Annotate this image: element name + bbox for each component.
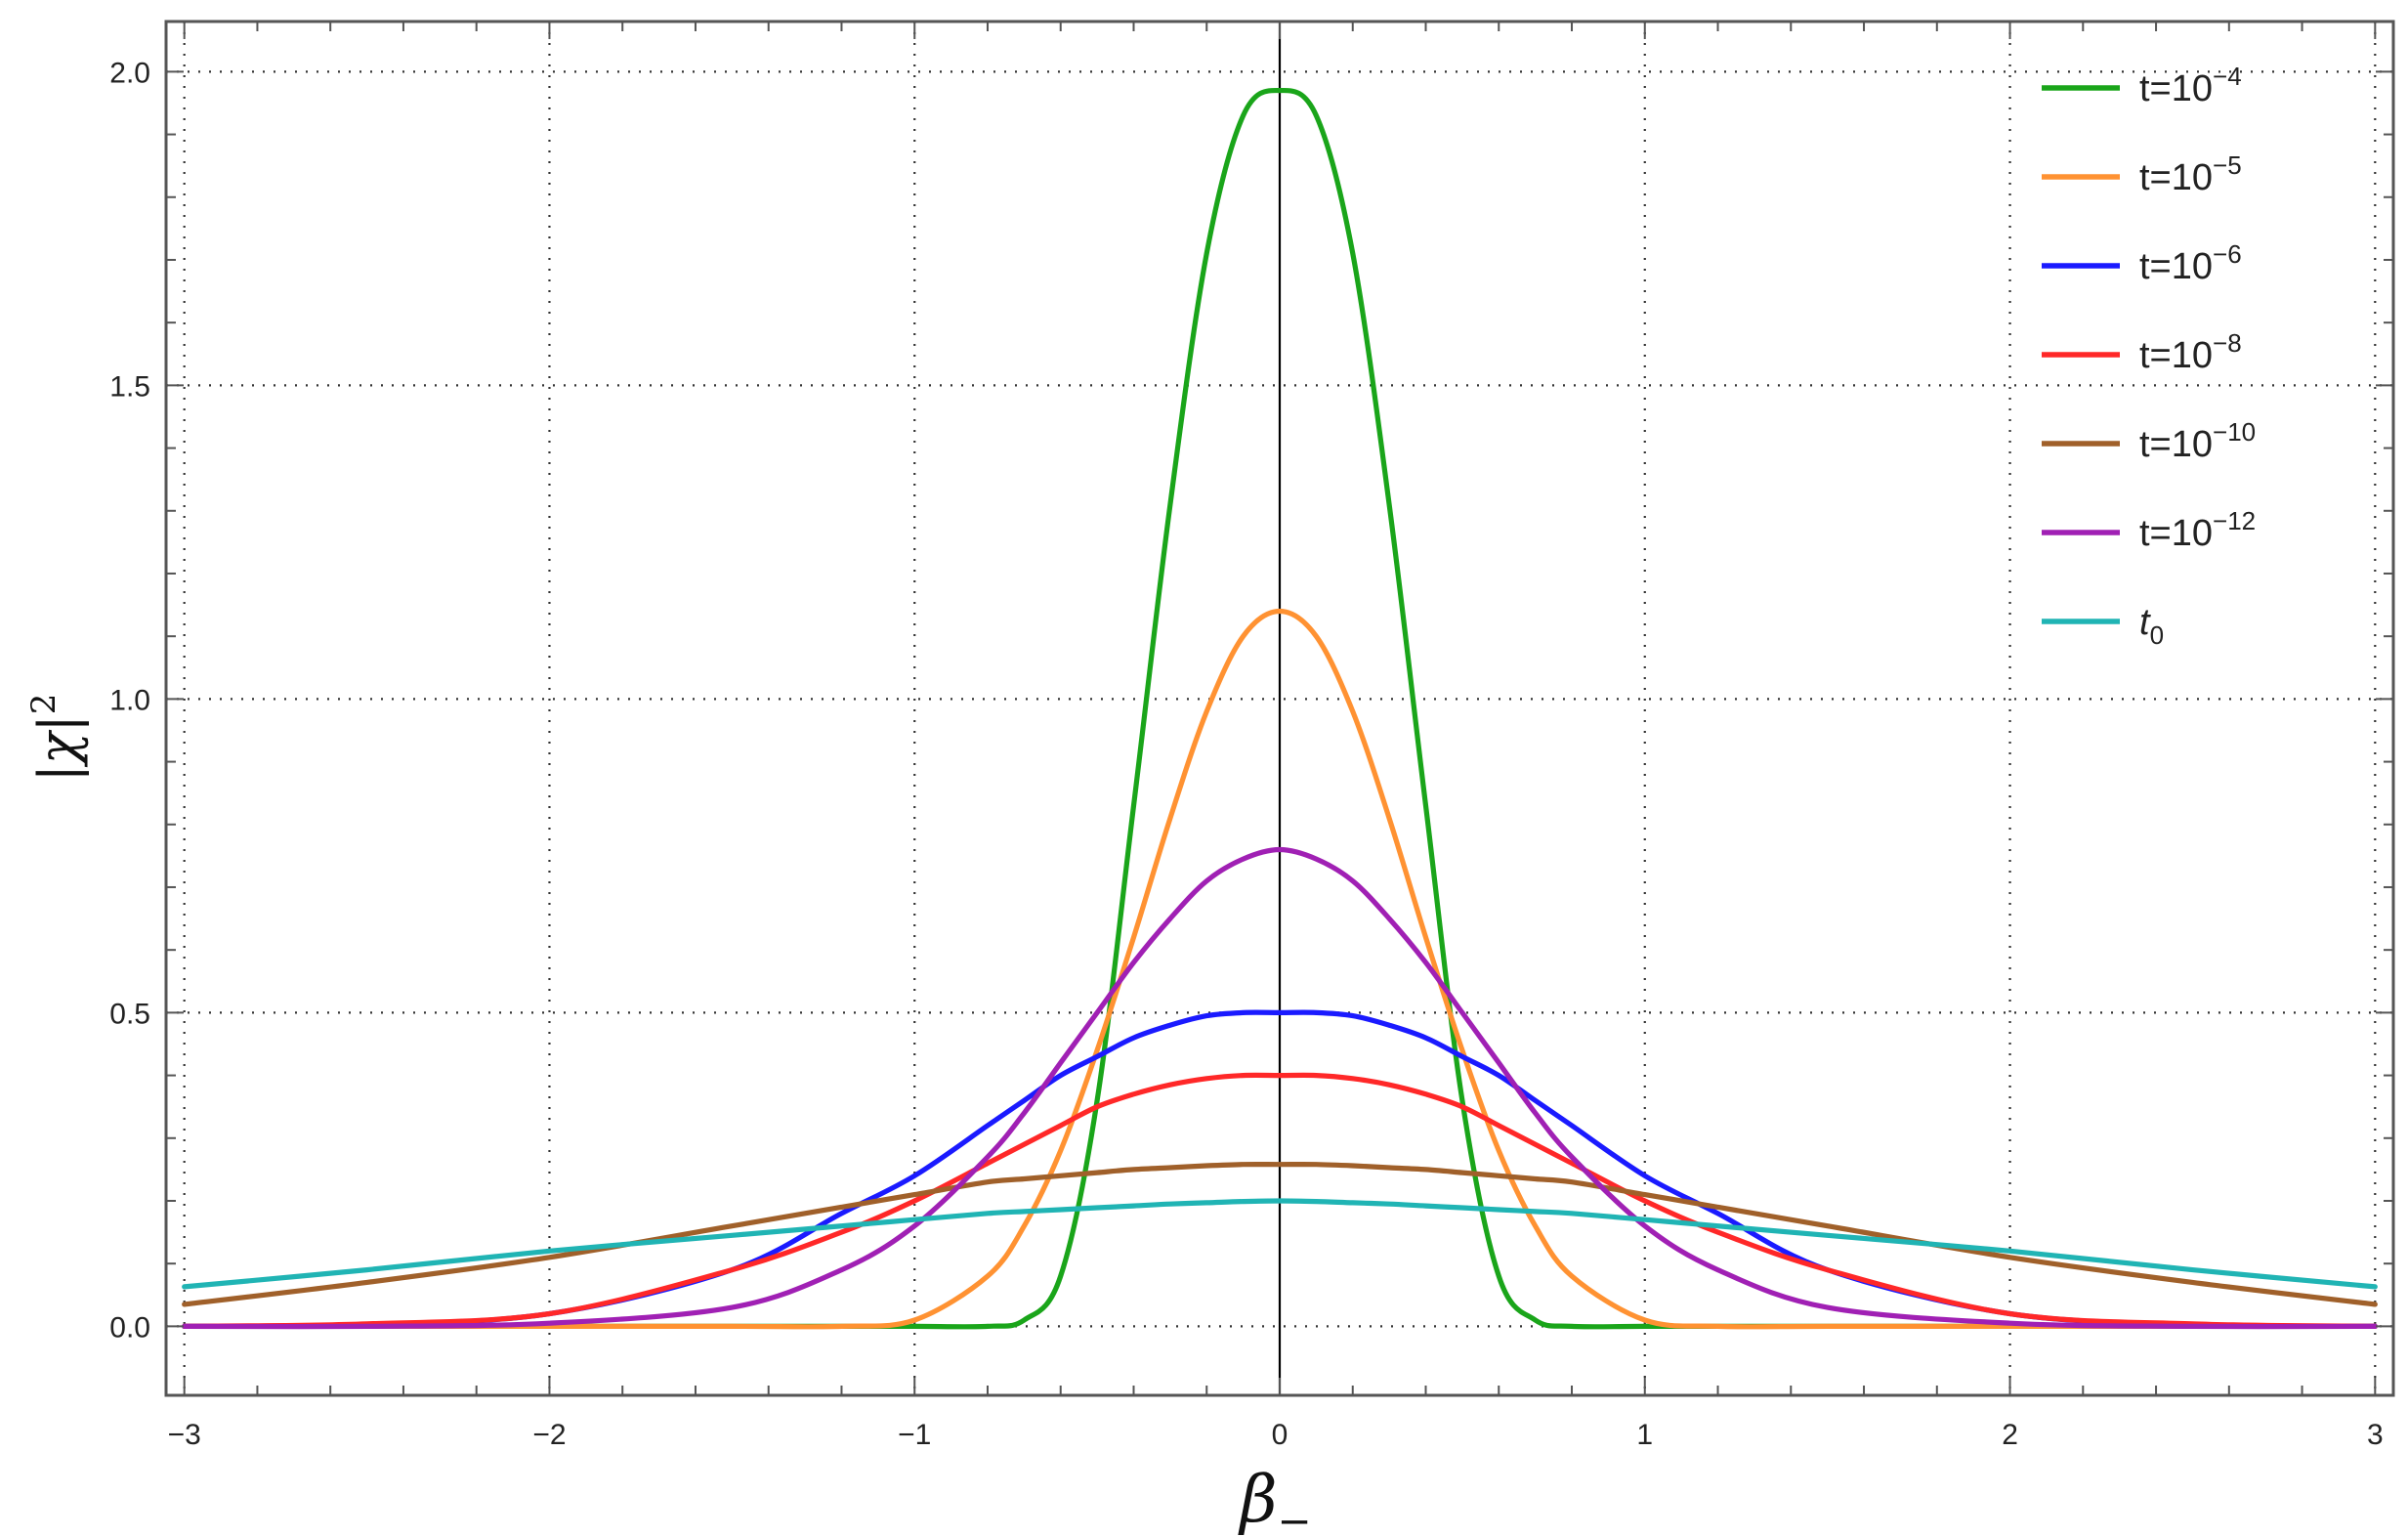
y-axis-title: |χ|2 xyxy=(24,694,89,783)
y-tick-label: 0.5 xyxy=(109,998,150,1030)
legend-label-4: t=10−10 xyxy=(2139,417,2256,465)
x-tick-label: 2 xyxy=(2002,1419,2018,1451)
series-line-5 xyxy=(182,846,2378,1330)
tick-labels: −3 −2 −1 0 1 2 3 0.0 0.5 1.0 1.5 2.0 xyxy=(109,57,2383,1451)
x-tick-label: −1 xyxy=(898,1419,931,1451)
x-tick-label: 0 xyxy=(1272,1419,1288,1451)
series-line-3 xyxy=(182,1072,2378,1329)
y-tick-label: 1.0 xyxy=(109,684,150,716)
legend-label-6: t0 xyxy=(2139,602,2164,650)
legend-label-5: t=10−12 xyxy=(2139,506,2256,554)
y-tick-label: 0.0 xyxy=(109,1311,150,1344)
series-line-6 xyxy=(182,1198,2378,1290)
x-tick-label: −2 xyxy=(532,1419,566,1451)
y-tick-label: 2.0 xyxy=(109,57,150,89)
legend-label-2: t=10−6 xyxy=(2139,239,2242,287)
legend-label-0: t=10−4 xyxy=(2139,62,2242,109)
x-tick-label: −3 xyxy=(168,1419,201,1451)
series-lines xyxy=(182,87,2378,1330)
legend-label-3: t=10−8 xyxy=(2139,328,2242,376)
x-tick-label: 3 xyxy=(2367,1419,2384,1451)
series-line-4 xyxy=(182,1162,2378,1307)
x-tick-label: 1 xyxy=(1636,1419,1653,1451)
x-axis-title: β− xyxy=(1237,1462,1311,1537)
series-line-1 xyxy=(182,608,2378,1330)
legend: t=10−4 t=10−5 t=10−6 t=10−8 t=10−10 t=10−12 t0 xyxy=(2042,62,2256,650)
legend-label-1: t=10−5 xyxy=(2139,150,2242,198)
ticks xyxy=(166,21,2393,1395)
series-line-2 xyxy=(182,1009,2378,1329)
y-tick-label: 1.5 xyxy=(109,370,150,403)
